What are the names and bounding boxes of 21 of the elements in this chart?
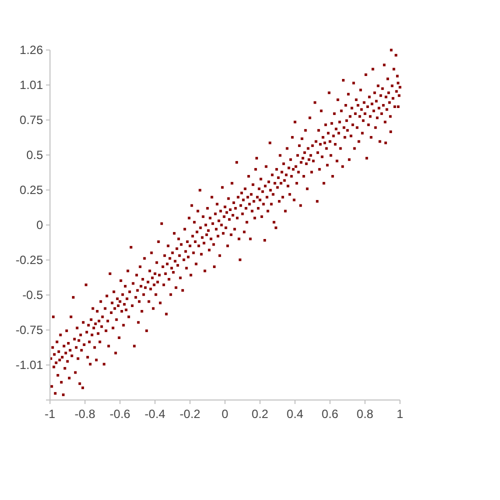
y-tick-label: -0.5 (22, 288, 44, 302)
y-tick-label: -1.01 (16, 358, 44, 372)
y-tick-label: 1.26 (20, 43, 44, 58)
y-tick-label: 0.25 (20, 183, 44, 198)
y-tick-label: 0.5 (26, 148, 44, 162)
x-tick-label: 0.4 (286, 407, 304, 421)
y-tick-label: 1.01 (20, 78, 44, 92)
x-tick-label: -0.6 (110, 407, 131, 421)
x-tick-label: 0 (222, 407, 229, 421)
x-tick-label: 0.2 (252, 407, 269, 421)
x-tick-label: 0.8 (356, 407, 374, 421)
y-tick-label: 0 (36, 218, 44, 232)
x-tick-label: -1 (44, 407, 56, 421)
y-tick-label: -0.25 (16, 253, 44, 268)
x-tick-label: -0.4 (144, 407, 166, 421)
y-tick-label: 0.75 (20, 113, 44, 128)
x-tick-label: 1 (396, 407, 404, 421)
x-tick-label: -0.8 (74, 407, 96, 421)
x-tick-label: 0.6 (322, 407, 339, 421)
x-tick-label: -0.2 (180, 407, 201, 421)
y-tick-label: -0.75 (16, 323, 44, 338)
